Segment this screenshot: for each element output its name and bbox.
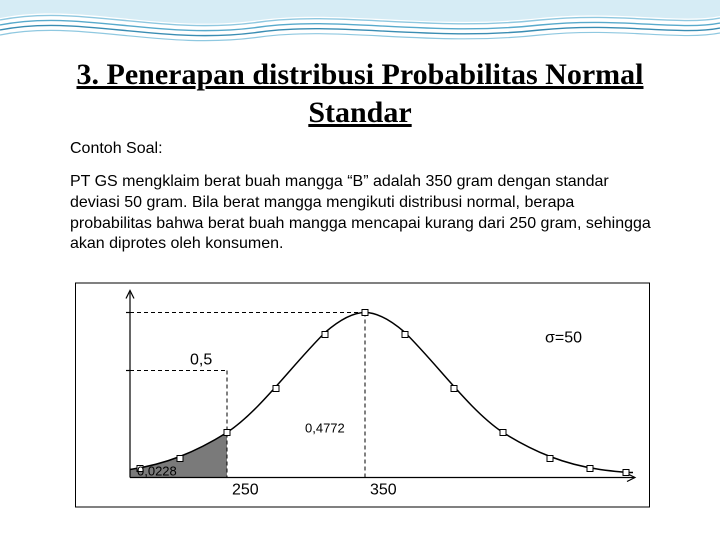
title-line-2: Standar xyxy=(308,96,411,129)
title-line-1: 3. Penerapan distribusi Probabilitas Nor… xyxy=(77,58,644,91)
xtick-350: 350 xyxy=(370,482,397,499)
label-0-5: 0,5 xyxy=(190,352,212,369)
sigma-label: σ=50 xyxy=(545,330,582,347)
subtitle: Contoh Soal: xyxy=(70,140,163,158)
body-paragraph: PT GS mengklaim berat buah mangga “B” ad… xyxy=(70,172,660,255)
wave-decoration xyxy=(0,0,720,60)
page-title: 3. Penerapan distribusi Probabilitas Nor… xyxy=(0,55,720,130)
xtick-250: 250 xyxy=(232,482,259,499)
label-0-0228: 0,0228 xyxy=(137,464,177,479)
label-0-4772: 0,4772 xyxy=(305,421,345,436)
normal-distribution-chart: 0,5 0,4772 0,0228 250 350 σ=50 xyxy=(75,280,650,510)
